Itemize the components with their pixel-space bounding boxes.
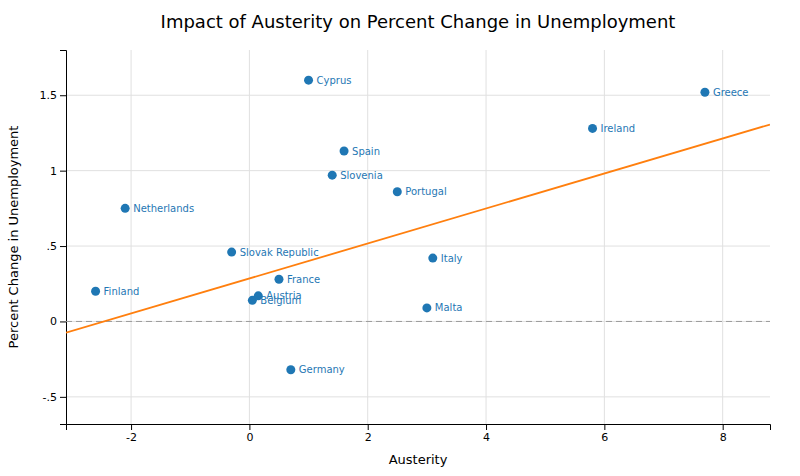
point-label: Germany: [299, 364, 345, 375]
tick-mark: [60, 321, 66, 322]
tick-mark: [723, 424, 724, 430]
tick-label: -.5: [43, 391, 57, 404]
point: [286, 365, 295, 374]
tick-label: 6: [601, 431, 608, 444]
tick-label: 0: [246, 431, 253, 444]
point-label: Netherlands: [133, 203, 194, 214]
grid-line: [66, 170, 770, 171]
grid-line: [722, 50, 723, 424]
tick-mark: [60, 95, 66, 96]
axis-line: [60, 51, 67, 425]
tick: 1: [50, 165, 66, 178]
point-label: Finland: [104, 286, 140, 297]
point-label: France: [287, 274, 320, 285]
reference-line: [66, 321, 770, 322]
tick-mark: [60, 171, 66, 172]
point: [91, 287, 100, 296]
tick: 0: [246, 424, 253, 444]
grid: [66, 50, 770, 424]
plot: -2 0 2 4 6 8 -.5 0 .5 1 1.5 Finland Netherlands Slova…: [40, 50, 771, 444]
tick: 4: [483, 424, 490, 444]
tick-mark: [368, 424, 369, 430]
tick-label: -2: [126, 431, 137, 444]
tick-label: 4: [483, 431, 490, 444]
point: [428, 254, 437, 263]
grid-line: [131, 50, 132, 424]
axis-line: [67, 425, 771, 431]
grid-line: [66, 396, 770, 397]
point: [274, 275, 283, 284]
tick: -.5: [43, 391, 66, 404]
tick: 6: [601, 424, 608, 444]
tick-mark: [249, 424, 250, 430]
tick-label: 2: [365, 431, 372, 444]
grid-line: [486, 50, 487, 424]
grid-line: [249, 50, 250, 424]
marks: [66, 76, 770, 375]
grid-line: [367, 50, 368, 424]
point-label: Cyprus: [317, 75, 352, 86]
chart: -2 0 2 4 6 8 -.5 0 .5 1 1.5 Finland Netherlands Slova…: [0, 0, 800, 476]
point: [422, 303, 431, 312]
regression-line: [66, 125, 770, 333]
grid-line: [66, 321, 770, 322]
point-label: Slovenia: [340, 170, 383, 181]
point-label: Greece: [713, 87, 749, 98]
point-labels: FinlandNetherlandsSlovak RepublicBelgium…: [104, 75, 749, 376]
point-label: Ireland: [601, 123, 636, 134]
tick: 1.5: [40, 89, 67, 102]
tick-label: .5: [47, 240, 58, 253]
title: Impact of Austerity on Percent Change in…: [161, 11, 676, 32]
tick-mark: [486, 424, 487, 430]
tick: 2: [365, 424, 372, 444]
tick-mark: [131, 424, 132, 430]
grid-line: [66, 246, 770, 247]
y-axis: -.5 0 .5 1 1.5: [40, 51, 67, 425]
point: [393, 187, 402, 196]
grid-line: [604, 50, 605, 424]
y-axis-title: Percent Change in Unemployment: [6, 126, 21, 349]
tick: .5: [47, 240, 67, 253]
tick: -2: [126, 424, 137, 444]
tick-mark: [604, 424, 605, 430]
tick-label: 1: [50, 165, 57, 178]
tick-mark: [60, 397, 66, 398]
point: [328, 171, 337, 180]
point: [700, 88, 709, 97]
point-label: Austria: [266, 290, 301, 301]
point: [121, 204, 130, 213]
point: [340, 147, 349, 156]
tick: 8: [720, 424, 727, 444]
x-axis: -2 0 2 4 6 8: [67, 424, 771, 444]
tick: 0: [50, 315, 66, 328]
point-label: Spain: [352, 146, 380, 157]
tick-mark: [60, 246, 66, 247]
grid-line: [66, 95, 770, 96]
point: [304, 76, 313, 85]
tick-label: 1.5: [40, 89, 58, 102]
point-label: Portugal: [405, 186, 446, 197]
point-label: Italy: [441, 253, 463, 264]
point-label: Slovak Republic: [240, 247, 319, 258]
points: [91, 76, 709, 375]
tick-label: 8: [720, 431, 727, 444]
point: [588, 124, 597, 133]
x-axis-title: Austerity: [389, 452, 448, 467]
point: [227, 248, 236, 257]
point-label: Malta: [435, 302, 463, 313]
tick-label: 0: [50, 315, 57, 328]
